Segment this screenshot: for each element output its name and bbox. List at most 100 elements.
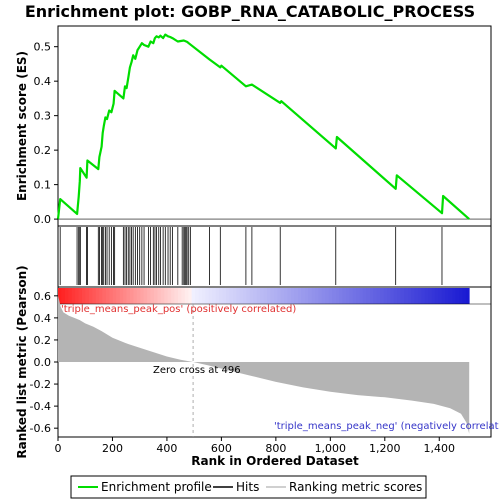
legend-profile-label: Enrichment profile: [101, 480, 212, 494]
rank-bar-segment: [421, 288, 426, 304]
rank-bar-segment: [112, 288, 117, 304]
rank-bar-segment: [297, 288, 302, 304]
rank-bar-segment: [71, 288, 76, 304]
rank-bar-segment: [102, 288, 107, 304]
rank-bar-segment: [280, 288, 285, 304]
rank-bar-segment: [61, 288, 66, 304]
rank-bar-segment: [126, 288, 131, 304]
rank-bar-segment: [150, 288, 155, 304]
metric-y-axis-ticks: -0.6 -0.4 -0.2 0.0 0.2 0.4 0.6: [30, 290, 58, 435]
rank-bar-segment: [171, 288, 175, 304]
rank-bar-segment: [369, 288, 374, 304]
rank-bar-segment: [315, 288, 319, 304]
es-y-tick-label: 0.0: [34, 213, 52, 226]
rank-bar-segment: [356, 288, 360, 304]
rank-bar-segment: [338, 288, 343, 304]
rank-bar-segment: [64, 288, 69, 304]
rank-bar-segment: [267, 288, 271, 304]
x-tick-label: 0: [55, 442, 62, 455]
rank-bar-segment: [332, 288, 336, 304]
ranking-metric-fill: [58, 295, 470, 434]
x-tick-label: 1,200: [369, 442, 401, 455]
rank-bar-segment: [116, 288, 121, 304]
rank-bar-segment: [448, 288, 453, 304]
rank-bar-segment: [301, 288, 306, 304]
rank-bar-segment: [373, 288, 378, 304]
x-tick-label: 1,400: [424, 442, 456, 455]
metric-y-tick-label: 0.4: [34, 312, 52, 325]
rank-bar-segment: [284, 288, 288, 304]
rank-bar-segment: [95, 288, 100, 304]
rank-bar-segment: [349, 288, 354, 304]
metric-y-tick-label: -0.6: [30, 422, 51, 435]
rank-bar-segment: [147, 288, 151, 304]
rank-bar-segment: [328, 288, 333, 304]
es-y-tick-label: 0.3: [34, 110, 52, 123]
rank-bar-segment: [119, 288, 124, 304]
rank-bar-segment: [243, 288, 247, 304]
rank-bar-segment: [434, 288, 439, 304]
rank-bar-segment: [390, 288, 395, 304]
ranking-metric-area: [58, 295, 470, 434]
rank-bar-segment: [345, 288, 350, 304]
hit-marks: [59, 227, 443, 285]
legend-box: [70, 475, 427, 499]
negative-correlation-label: 'triple_means_peak_neg' (negatively corr…: [274, 421, 499, 432]
rank-bar-segment: [386, 288, 391, 304]
rank-bar-segment: [157, 288, 162, 304]
metric-y-tick-label: 0.2: [34, 334, 52, 347]
positive-correlation-label: 'triple_means_peak_pos' (positively corr…: [61, 304, 296, 315]
metric-y-tick-label: -0.4: [30, 400, 51, 413]
rank-bar-segment: [143, 288, 148, 304]
rank-bar-segment: [404, 288, 408, 304]
rank-bar-segment: [75, 288, 79, 304]
hits-panel: [57, 225, 492, 288]
es-y-tick-label: 0.1: [34, 179, 52, 192]
x-tick-label: 400: [156, 442, 177, 455]
rank-bar-segment: [407, 288, 412, 304]
rank-bar-segment: [177, 288, 182, 304]
rank-color-bar: [58, 288, 491, 305]
rank-bar-segment: [167, 288, 172, 304]
rank-bar-segment: [58, 288, 62, 304]
rank-bar-segment: [184, 288, 189, 304]
rank-bar-segment: [335, 288, 340, 304]
rank-bar-segment: [465, 288, 470, 304]
rank-bar-segment: [417, 288, 422, 304]
x-axis-title: Rank in Ordered Dataset: [191, 454, 359, 468]
rank-bar-segment: [81, 288, 86, 304]
rank-bar-segment: [236, 288, 241, 304]
rank-bar-segment: [431, 288, 436, 304]
rank-bar-segment: [253, 288, 258, 304]
rank-bar-segment: [352, 288, 357, 304]
rank-bar-segment: [191, 288, 196, 304]
rank-bar-segment: [342, 288, 347, 304]
rank-bar-segment: [136, 288, 141, 304]
rank-bar-segment: [380, 288, 384, 304]
rank-bar-segment: [205, 288, 210, 304]
rank-bar-segment: [308, 288, 312, 304]
rank-bar-segment: [92, 288, 97, 304]
rank-bar-segment: [428, 288, 432, 304]
rank-bar-segment: [304, 288, 309, 304]
x-tick-label: 200: [102, 442, 123, 455]
rank-bar-segment: [376, 288, 381, 304]
rank-bar-segment: [164, 288, 169, 304]
rank-bar-segment: [441, 288, 446, 304]
rank-bar-segment: [174, 288, 179, 304]
rank-bar-segment: [160, 288, 165, 304]
rank-bar-segment: [129, 288, 134, 304]
rank-bar-segment: [458, 288, 463, 304]
rank-bar-segment: [287, 288, 292, 304]
rank-bar-segment: [195, 288, 199, 304]
rank-bar-segment: [225, 288, 230, 304]
metric-y-tick-label: 0.6: [34, 290, 52, 303]
rank-bar-segment: [260, 288, 265, 304]
rank-bar-segment: [181, 288, 186, 304]
rank-bar-segment: [393, 288, 398, 304]
rank-bar-segment: [397, 288, 402, 304]
rank-bar-segment: [263, 288, 268, 304]
metric-y-tick-label: 0.0: [34, 356, 52, 369]
rank-bar-segment: [249, 288, 254, 304]
